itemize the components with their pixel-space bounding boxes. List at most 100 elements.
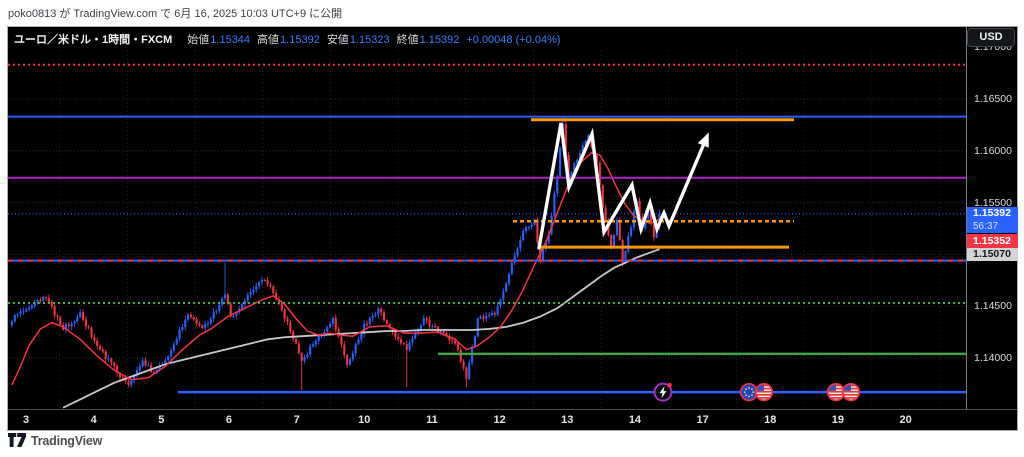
event-marker-ring: [754, 382, 774, 402]
candle-body: [19, 311, 22, 315]
notification-dot: [667, 382, 672, 388]
candle-body: [280, 302, 283, 310]
candle-body: [524, 227, 528, 231]
candle-body: [553, 193, 556, 216]
candle-body: [27, 307, 31, 310]
candle-body: [218, 304, 221, 311]
candle-body: [536, 219, 539, 243]
candle-body: [502, 291, 505, 300]
candle-body: [255, 286, 258, 290]
candle-body: [638, 200, 641, 218]
candle-body: [272, 286, 275, 294]
time-axis-label: 5: [158, 414, 165, 426]
candle-body: [377, 308, 380, 315]
candle-body: [357, 339, 360, 344]
candle-body: [601, 185, 604, 208]
candle-body: [96, 340, 99, 346]
candle-body: [499, 299, 502, 306]
candle-body: [121, 377, 124, 379]
candle-body: [451, 340, 454, 342]
candle-body: [39, 300, 42, 302]
candle-body: [277, 299, 281, 303]
candle-body: [246, 294, 249, 301]
ohlc-label: 高値: [257, 34, 280, 46]
candle-body: [385, 320, 388, 325]
bar-countdown: 56:37: [973, 220, 999, 232]
candle-body: [22, 311, 25, 313]
candle-body: [522, 230, 525, 240]
candle-body: [147, 365, 150, 367]
candle-body: [598, 162, 601, 186]
tradingview-logo[interactable]: TradingView: [8, 433, 102, 448]
candle-body: [417, 330, 420, 334]
candle-body: [343, 344, 346, 355]
candle-body: [118, 372, 121, 378]
candle-body: [604, 207, 607, 221]
time-axis-label: 17: [696, 414, 709, 426]
lightning-icon: [659, 386, 667, 399]
ohlc-values: 始値1.15344 高値1.15392 安値1.15323 終値1.15392: [180, 34, 459, 46]
candle-body: [297, 343, 300, 354]
us-flag-stripe: [828, 397, 844, 399]
price-axis-label: 1.16000: [974, 144, 1012, 157]
candle-body: [542, 248, 545, 262]
candle-body: [530, 224, 533, 227]
candle-body: [468, 362, 471, 379]
chart-legend[interactable]: ユーロ／米ドル・1時間・FXCM 始値1.15344 高値1.15392 安値1.15…: [14, 31, 561, 47]
candle-body: [283, 309, 286, 319]
eu-flag-star: [748, 395, 750, 398]
candle-body: [371, 315, 374, 319]
fast-ma-line: [11, 152, 660, 386]
candle-body: [36, 300, 39, 303]
candle-body: [547, 234, 550, 243]
candle-body: [644, 218, 647, 229]
time-axis[interactable]: 3 4 5 6 7 10 11 12 13 14 17 18 19 20: [8, 409, 1017, 431]
candle-body: [581, 145, 584, 154]
candle-body: [346, 354, 349, 365]
candle-body: [618, 219, 621, 240]
candle-body: [368, 318, 371, 324]
candle-body: [365, 323, 369, 325]
candle-body: [13, 315, 16, 322]
currency-toggle-button[interactable]: USD: [967, 28, 1015, 47]
candle-body: [456, 343, 459, 350]
eu-flag-star: [743, 391, 746, 394]
candle-body: [595, 156, 599, 163]
arrow-head: [697, 132, 709, 148]
candle-body: [178, 329, 181, 339]
candle-body: [167, 356, 170, 360]
candle-body: [610, 235, 613, 247]
candle-body: [624, 251, 627, 263]
ohlc-label: 安値: [326, 34, 349, 46]
price-chart[interactable]: [8, 27, 966, 429]
ohlc-value: 1.15392: [280, 34, 320, 46]
candle-body: [158, 365, 161, 370]
candle-body: [422, 318, 425, 326]
candle-body: [79, 312, 82, 317]
candle-body: [442, 330, 445, 333]
candle-body: [189, 314, 192, 318]
candle-body: [317, 336, 320, 341]
candle-body: [621, 239, 624, 263]
candle-body: [73, 321, 76, 324]
candle-body: [311, 344, 315, 347]
change-value: +0.00048 (+0.04%): [466, 34, 561, 46]
candle-body: [235, 312, 238, 316]
candle-body: [138, 366, 141, 371]
time-axis-label: 12: [493, 414, 506, 426]
candle-body: [16, 314, 19, 316]
candle-body: [493, 313, 496, 315]
candle-body: [113, 362, 116, 367]
candle-body: [320, 335, 323, 337]
candle-body: [382, 312, 386, 321]
candle-body: [249, 292, 252, 295]
candle-body: [204, 323, 207, 328]
candle-body: [627, 235, 630, 252]
chart-widget: ユーロ／米ドル・1時間・FXCM 始値1.15344 高値1.15392 安値1.15…: [7, 26, 1018, 431]
price-axis[interactable]: 1.17000 1.16500 1.16000 1.15500 1.14500 1.140…: [966, 27, 1018, 409]
candle-body: [649, 208, 653, 225]
us-flag-canton: [756, 384, 764, 391]
candle-body: [550, 215, 553, 235]
candle-body: [45, 297, 48, 299]
candle-body: [465, 367, 468, 379]
